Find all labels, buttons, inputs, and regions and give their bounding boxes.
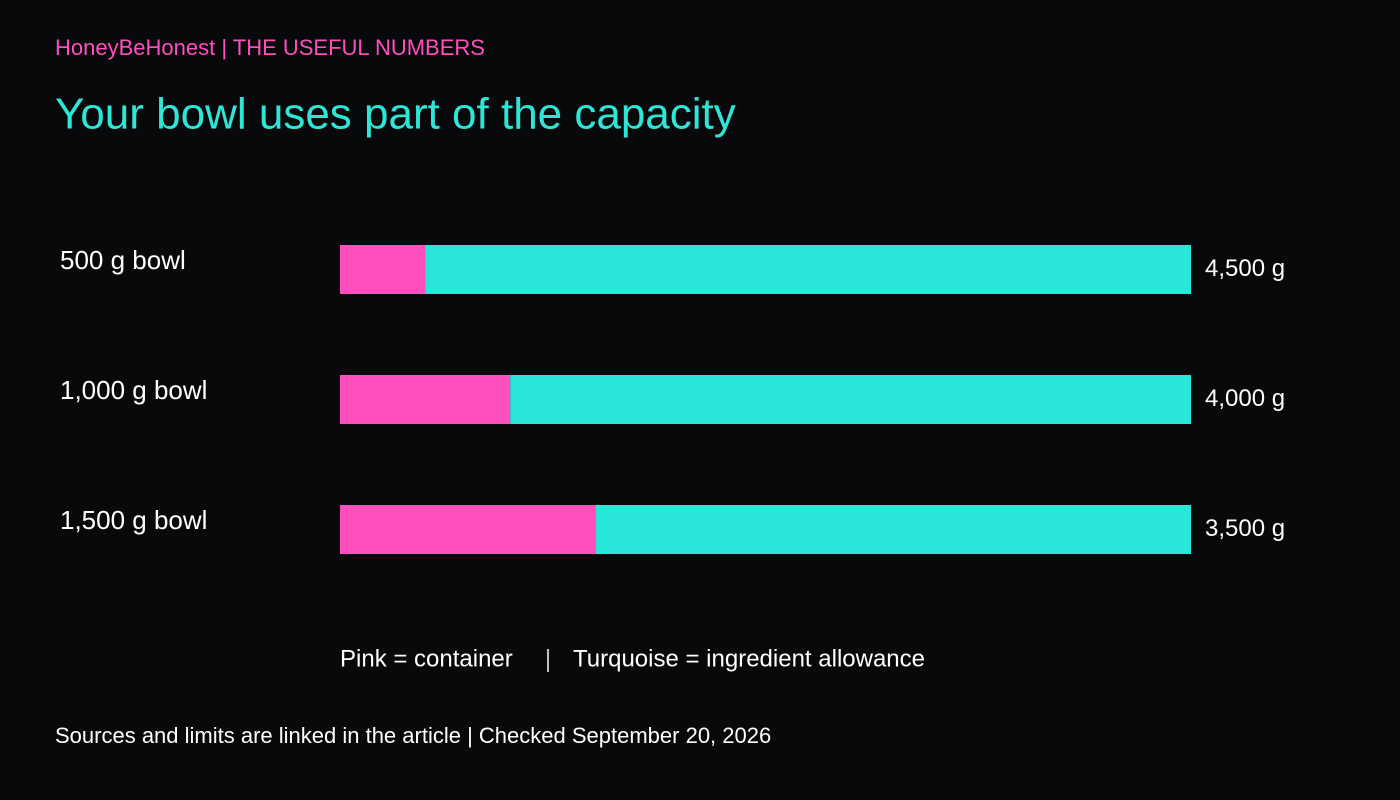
legend-entry: Pink = container — [340, 645, 513, 672]
value-label: 3,500 g — [1205, 515, 1285, 542]
bar-segment — [510, 375, 1191, 424]
value-label: 4,500 g — [1205, 255, 1285, 282]
bar-segment — [425, 245, 1192, 294]
legend-entry: Turquoise = ingredient allowance — [573, 645, 925, 672]
bar-segment — [340, 375, 511, 424]
bar-segment — [595, 505, 1191, 554]
category-label: 500 g bowl — [60, 245, 186, 275]
footer: Sources and limits are linked in the art… — [55, 723, 771, 748]
bar-segment — [340, 505, 596, 554]
value-label: 4,000 g — [1205, 385, 1285, 412]
category-label: 1,500 g bowl — [60, 505, 207, 535]
chart-title: Your bowl uses part of the capacity — [55, 90, 736, 139]
bar-segment — [340, 245, 426, 294]
kicker: HoneyBeHonest | THE USEFUL NUMBERS — [55, 35, 485, 60]
category-label: 1,000 g bowl — [60, 375, 207, 405]
